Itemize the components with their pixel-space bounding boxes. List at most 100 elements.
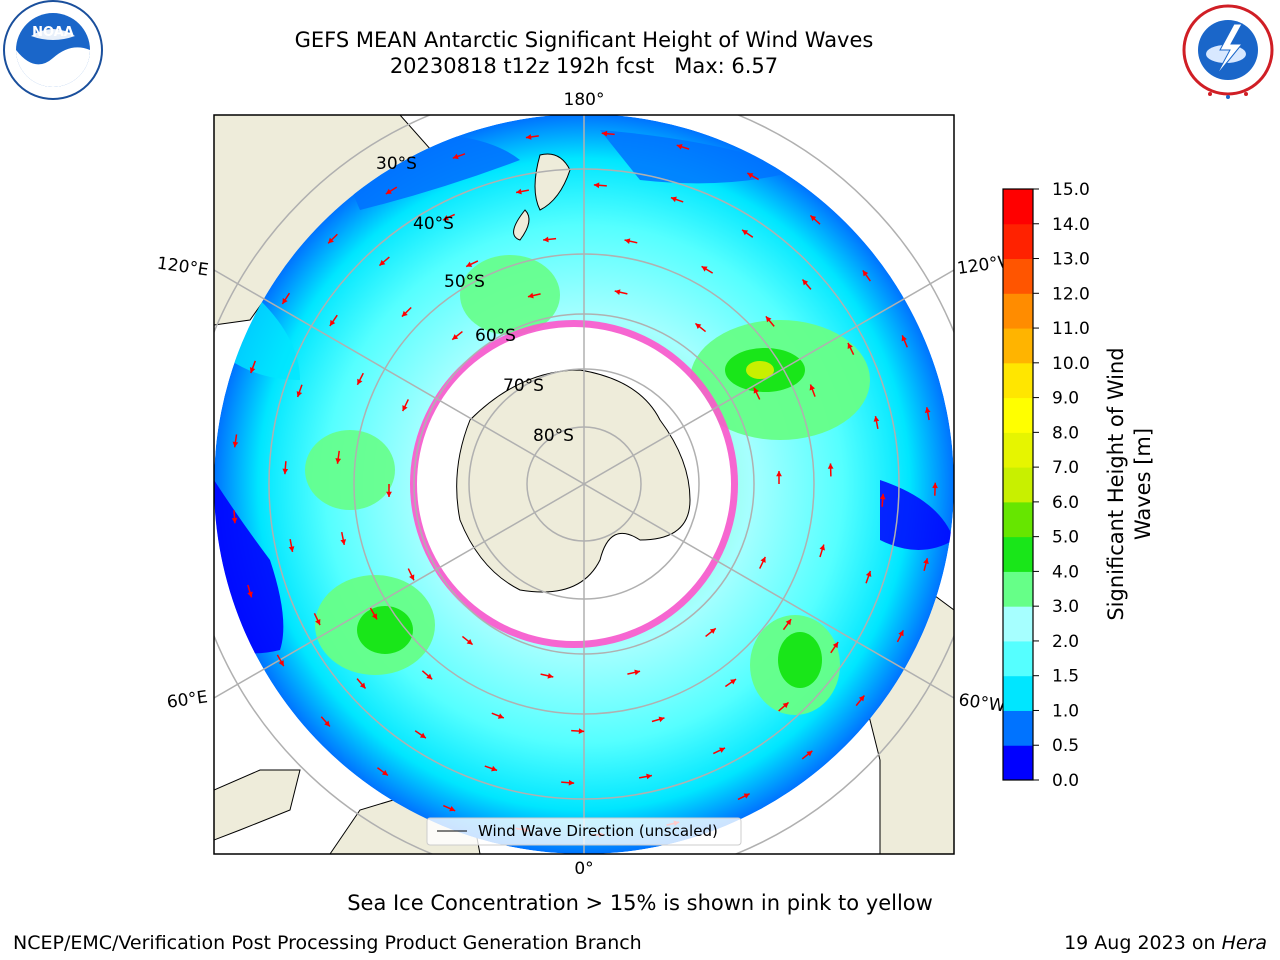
latitude-labels: 30°S 40°S 50°S 60°S 70°S 80°S — [376, 154, 574, 446]
wave-arrow-head — [601, 130, 608, 137]
run-date: 19 Aug 2023 on Hera — [1064, 932, 1267, 954]
wave-arrow-head — [371, 613, 378, 620]
wave-arrow-head — [442, 215, 449, 221]
wave-arrow-head — [296, 391, 303, 398]
wave-arrow-head — [357, 378, 363, 385]
wave-arrow-head — [379, 259, 386, 266]
wave-arrow-head — [646, 773, 652, 780]
wave-arrow-head — [328, 237, 334, 244]
colorbar-label-line2: Waves [m] — [1131, 428, 1155, 540]
latitude-label-80s: 80°S — [533, 426, 574, 446]
colorbar-segment — [1003, 571, 1033, 607]
wave-arrow-head — [676, 144, 683, 150]
wave-arrow-head — [497, 713, 504, 719]
wave-arrow-head — [359, 682, 366, 689]
colorbar-segment — [1003, 467, 1033, 503]
wave-arrow-head — [742, 229, 749, 236]
colorbar-tick-label: 9.0 — [1052, 389, 1079, 409]
latitude-label-60s: 60°S — [475, 326, 516, 346]
map-legend: Wind Wave Direction (unscaled) — [426, 817, 742, 846]
wave-arrow-head — [743, 793, 750, 799]
colorbar-segment — [1003, 397, 1033, 433]
meridian-label-0: 0° — [574, 859, 593, 879]
wave-arrow-head — [315, 619, 321, 626]
wave-arrow-head — [231, 517, 238, 524]
colorbar-tick-label: 5.0 — [1052, 528, 1079, 548]
colorbar-tick-label: 0.0 — [1052, 771, 1079, 791]
colorbar-tick-label: 11.0 — [1052, 319, 1090, 339]
wave-arrow-head — [426, 673, 433, 680]
wave-arrow-head — [858, 695, 865, 702]
colorbar-tick-label: 2.0 — [1052, 632, 1079, 652]
sea-ice-note: Sea Ice Concentration > 15% is shown in … — [347, 891, 933, 915]
colorbar-tick-label: 6.0 — [1052, 493, 1079, 513]
graticule — [214, 115, 954, 854]
madagascar-land — [214, 769, 301, 841]
wave-arrow-head — [543, 236, 549, 243]
wave-arrow-head — [568, 779, 575, 786]
meridian-label-180: 180° — [564, 90, 605, 110]
wave-arrow-head — [730, 679, 737, 685]
wave-arrow-head — [806, 750, 813, 757]
wave-arrow-head — [879, 493, 886, 500]
colorbar-segment — [1003, 606, 1033, 642]
colorbar-tick-label: 0.5 — [1052, 736, 1079, 756]
colorbar: 0.0 0.5 1.0 1.5 2.0 3.0 4.0 5.0 6.0 7.0 8.0 9.0 10.0… — [1002, 180, 1155, 791]
wave-arrow-head — [466, 261, 473, 267]
wave-arrow-head — [670, 196, 677, 203]
meridian-label-60e: 60°E — [166, 687, 209, 712]
colorbar-segment — [1003, 362, 1033, 399]
run-machine: Hera — [1221, 932, 1267, 954]
wave-arrow-head — [760, 556, 766, 563]
noaa-logo: NOAA — [3, 0, 103, 100]
wave-arrow-head — [932, 482, 938, 489]
wave-arrow-head — [335, 458, 342, 464]
branch-credit: NCEP/EMC/Verification Post Processing Pr… — [13, 932, 642, 954]
wave-arrow-head — [924, 407, 931, 413]
latitude-label-50s: 50°S — [444, 272, 485, 292]
wave-arrow-head — [340, 539, 347, 545]
wave-arrow-head — [819, 544, 826, 551]
wave-arrow-head — [847, 342, 853, 349]
colorbar-tick-label: 8.0 — [1052, 423, 1079, 443]
legend-label: Wind Wave Direction (unscaled) — [478, 822, 718, 840]
run-date-text: 19 Aug 2023 on — [1064, 932, 1222, 954]
wave-arrow-head — [802, 279, 809, 286]
wave-arrow-head — [385, 188, 392, 195]
wave-arrow-head — [923, 558, 929, 565]
wave-arrow-head — [865, 570, 872, 577]
colorbar-segment — [1003, 501, 1033, 538]
wave-arrow-head — [282, 298, 288, 305]
wave-arrow-head — [747, 173, 754, 179]
colorbar-segment — [1003, 675, 1033, 711]
wave-arrow-head — [247, 591, 253, 598]
map-frame — [213, 114, 955, 855]
wave-direction-arrows — [231, 130, 938, 838]
wave-arrow-head — [634, 669, 641, 676]
colorbar-tick-label: 1.5 — [1052, 667, 1079, 687]
colorbar-segment — [1003, 432, 1033, 468]
wave-arrow-head — [402, 405, 408, 412]
wave-arrow-head — [832, 642, 839, 649]
colorbar-tick-label: 15.0 — [1052, 180, 1090, 200]
wave-arrow-head — [782, 702, 789, 709]
chart-subtitle: 20230818 t12z 192h fcst Max: 6.57 — [389, 54, 779, 78]
colorbar-segment — [1003, 640, 1033, 677]
wave-arrow-head — [658, 716, 665, 723]
wave-arrow-head — [695, 323, 702, 329]
wave-arrow-head — [386, 491, 392, 497]
wave-arrow-head — [809, 384, 816, 391]
colorbar-segment — [1003, 745, 1033, 781]
wave-arrow-head — [409, 574, 415, 581]
wave-arrow-head — [527, 292, 534, 299]
colorbar-tick-label: 4.0 — [1052, 562, 1079, 582]
colorbar-segment — [1003, 223, 1033, 260]
latitude-label-30s: 30°S — [376, 154, 417, 174]
wave-arrow-head — [624, 238, 631, 244]
noaa-logo-text: NOAA — [32, 25, 74, 40]
colorbar-tick-label: 13.0 — [1052, 250, 1090, 270]
colorbar-segment — [1003, 189, 1033, 225]
colorbar-segment — [1003, 536, 1033, 572]
colorbar-tick-label: 3.0 — [1052, 597, 1079, 617]
